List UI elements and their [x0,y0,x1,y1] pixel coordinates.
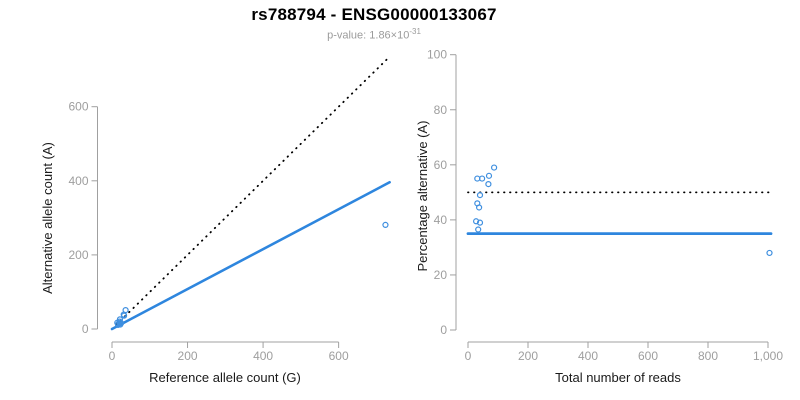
x-axis-title: Total number of reads [555,370,681,385]
x-tick-label: 400 [578,349,598,363]
y-tick-label: 400 [68,174,88,188]
y-tick-label: 200 [68,248,88,262]
y-axis-title: Alternative allele count (A) [40,142,55,294]
y-tick-label: 20 [434,268,448,282]
data-point [475,226,482,233]
fit-line [110,180,391,331]
pvalue-text: p-value: 1.86×10 [327,29,410,42]
data-point [476,204,483,211]
data-point [485,172,493,179]
chart-header: rs788794 - ENSG00000133067 p-value: 1.86… [0,0,748,42]
y-tick-label: 600 [68,100,88,114]
x-tick-label: 800 [698,349,718,363]
data-point [766,249,773,257]
data-point [473,218,480,225]
data-point [476,219,484,226]
chart-title: rs788794 - ENSG00000133067 [251,5,497,24]
data-point [485,180,492,188]
x-tick-label: 200 [178,349,198,363]
y-tick-label: 60 [434,158,448,172]
y-tick-label: 40 [434,213,448,227]
data-point [476,192,484,199]
y-axis-title: Percentage alternative (A) [415,120,430,271]
data-point [479,175,486,182]
y-tick-label: 0 [440,323,447,337]
x-tick-label: 400 [253,349,273,363]
x-tick-label: 600 [638,349,658,363]
right-scatter-panel: 0 20 40 60 80 100 0 200 400 600 800 1,000 Total numb… [415,48,783,385]
x-tick-label: 200 [518,349,538,363]
x-tick-label: 0 [465,349,472,363]
y-tick-label: 80 [434,103,448,117]
x-tick-label: 1,000 [753,349,783,363]
pvalue-exponent: -31 [409,27,421,36]
y-tick-label: 100 [427,48,447,62]
data-point [120,312,128,319]
x-tick-label: 0 [109,349,116,363]
y-tick-label: 0 [82,322,89,336]
identity-line [111,56,390,330]
data-point [382,221,389,228]
x-axis-title: Reference allele count (G) [149,370,301,385]
data-point [117,321,124,328]
left-scatter-panel: 0 200 400 600 0 200 400 600 Reference allele cou… [40,56,391,385]
x-tick-label: 600 [329,349,349,363]
data-point [491,164,498,171]
chart-subtitle: p-value: 1.86×10-31 [0,27,748,42]
